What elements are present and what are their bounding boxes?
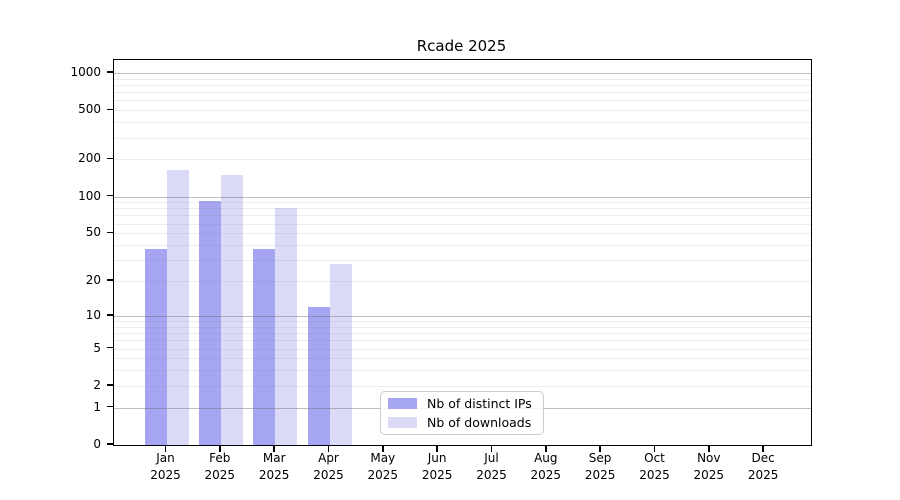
chart-title: Rcade 2025 [416,37,507,55]
x-tick-dec [762,445,764,452]
bar-nb-of-downloads-jan [166,169,189,445]
x-tick-mar [273,445,275,452]
x-tick-label-jun: Jun 2025 [421,451,453,482]
bar-nb-of-downloads-feb [220,174,243,445]
x-tick-label-aug: Aug 2025 [530,451,562,482]
x-tick-label-may: May 2025 [367,451,399,482]
gridline-300 [114,137,811,139]
y-tick-0 [107,443,113,445]
x-tick-label-oct: Oct 2025 [639,451,670,482]
y-tick-label-50: 50 [85,225,101,240]
y-tick-2 [107,384,113,386]
y-tick-10 [107,314,113,316]
y-tick-200 [107,157,113,160]
y-tick-20 [107,279,113,281]
x-tick-label-apr: Apr 2025 [313,451,344,482]
legend-item-downloads: Nb of downloads [387,415,537,430]
bar-nb-of-distinct-ips-feb [198,200,221,445]
legend-label-downloads: Nb of downloads [427,415,532,430]
gridline-600 [114,100,811,102]
gridline-400 [114,122,811,124]
gridline-800 [114,84,811,86]
y-tick-100 [107,194,113,197]
x-tick-apr [327,445,330,452]
x-tick-label-feb: Feb 2025 [204,451,236,482]
legend-swatch-distinct-ips [388,398,417,409]
y-tick-5 [107,346,113,349]
x-tick-label-jul: Jul 2025 [476,451,507,482]
x-tick-label-mar: Mar 2025 [258,451,290,482]
y-tick-label-5: 5 [93,340,101,355]
x-tick-jul [490,445,493,452]
y-tick-label-2: 2 [93,377,101,392]
x-tick-may [382,445,384,452]
x-tick-oct [653,445,656,452]
y-tick-1000 [107,71,113,73]
bar-nb-of-distinct-ips-mar [253,249,276,445]
gridline-200 [114,159,811,161]
y-tick-1 [107,405,113,408]
legend: Nb of distinct IPs Nb of downloads [380,391,544,435]
gridline-900 [114,78,811,80]
y-tick-500 [107,108,113,110]
x-tick-jan [164,445,167,452]
legend-item-distinct-ips: Nb of distinct IPs [387,396,537,411]
y-tick-label-0: 0 [93,437,101,451]
x-tick-aug [545,445,547,452]
bar-nb-of-distinct-ips-apr [307,306,330,445]
x-tick-label-jan: Jan 2025 [150,451,181,482]
gridline-1000 [114,72,811,74]
x-tick-nov [708,445,710,452]
y-tick-label-1000: 1000 [70,64,101,79]
x-tick-jun [436,445,438,452]
plot-area: Nb of distinct IPs Nb of downloads [113,59,812,446]
y-tick-label-200: 200 [78,151,101,166]
y-tick-label-1: 1 [93,399,101,414]
legend-label-distinct-ips: Nb of distinct IPs [427,396,532,411]
bar-nb-of-downloads-mar [275,208,298,445]
y-tick-label-20: 20 [85,273,101,287]
gridline-700 [114,92,811,94]
x-tick-feb [219,445,221,452]
y-tick-label-100: 100 [78,188,101,203]
y-tick-label-10: 10 [85,307,101,322]
bar-nb-of-distinct-ips-jan [144,249,167,445]
gridline-100 [114,196,811,198]
y-tick-label-500: 500 [78,102,101,117]
x-tick-label-dec: Dec 2025 [747,451,779,482]
legend-swatch-downloads [388,417,417,428]
x-tick-label-sep: Sep 2025 [584,451,616,482]
bar-nb-of-downloads-apr [329,263,352,445]
x-tick-label-nov: Nov 2025 [693,451,725,482]
x-tick-sep [599,445,601,452]
y-tick-50 [107,231,113,233]
gridline-500 [114,110,811,112]
